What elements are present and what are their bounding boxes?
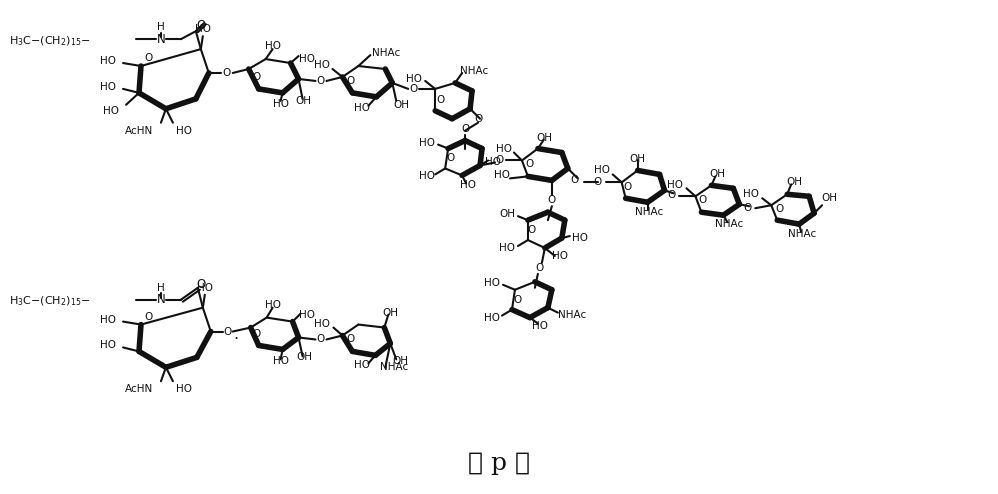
Text: HO: HO xyxy=(298,310,314,320)
Text: HO: HO xyxy=(100,315,116,325)
Text: OH: OH xyxy=(786,177,802,187)
Text: O: O xyxy=(197,19,206,32)
Text: HO: HO xyxy=(272,356,288,367)
Text: O: O xyxy=(346,76,354,86)
Text: HO: HO xyxy=(197,283,213,293)
Text: HO: HO xyxy=(532,321,548,330)
Text: HO: HO xyxy=(494,170,510,180)
Text: HO: HO xyxy=(100,340,116,350)
Text: OH: OH xyxy=(295,96,311,106)
Text: O: O xyxy=(496,156,504,165)
Text: HO: HO xyxy=(484,313,500,323)
Text: HO: HO xyxy=(668,180,684,190)
Text: OH: OH xyxy=(710,169,726,179)
Text: O: O xyxy=(528,225,536,235)
Text: NHAc: NHAc xyxy=(460,66,488,76)
Text: O: O xyxy=(744,203,751,213)
Text: HO: HO xyxy=(419,171,435,181)
Text: HO: HO xyxy=(100,82,116,92)
Text: H$_3$C$-$(CH$_2$)$_{15}$$-$: H$_3$C$-$(CH$_2$)$_{15}$$-$ xyxy=(9,35,91,48)
Text: HO: HO xyxy=(176,384,192,394)
Text: HO: HO xyxy=(354,103,370,113)
Text: O: O xyxy=(536,263,544,273)
Text: HO: HO xyxy=(264,41,280,51)
Text: NHAc: NHAc xyxy=(716,219,744,229)
Text: O: O xyxy=(145,53,153,63)
Text: O: O xyxy=(197,278,206,291)
Text: O: O xyxy=(316,334,324,344)
Text: OH: OH xyxy=(382,308,398,318)
Text: NHAc: NHAc xyxy=(558,310,586,320)
Text: （ p ）: （ p ） xyxy=(468,453,530,475)
Text: HO: HO xyxy=(264,300,280,310)
Text: HO: HO xyxy=(419,138,435,148)
Text: HO: HO xyxy=(594,165,610,175)
Text: NHAc: NHAc xyxy=(380,362,408,372)
Text: OH: OH xyxy=(392,356,408,367)
Text: NHAc: NHAc xyxy=(372,48,400,58)
Text: HO: HO xyxy=(103,106,119,116)
Text: O: O xyxy=(446,153,454,163)
Text: H: H xyxy=(157,283,165,293)
Text: HO: HO xyxy=(100,56,116,66)
Text: O: O xyxy=(699,195,707,206)
Text: O: O xyxy=(624,182,632,192)
Text: ·: · xyxy=(234,332,239,347)
Text: O: O xyxy=(474,114,482,124)
Text: H: H xyxy=(157,22,165,32)
Text: AcHN: AcHN xyxy=(125,125,153,136)
Text: OH: OH xyxy=(499,209,515,219)
Text: HO: HO xyxy=(485,158,501,167)
Text: O: O xyxy=(461,124,469,134)
Text: O: O xyxy=(409,84,417,94)
Text: HO: HO xyxy=(552,251,568,261)
Text: O: O xyxy=(252,329,260,338)
Text: HO: HO xyxy=(744,189,759,199)
Text: OH: OH xyxy=(630,154,646,164)
Text: OH: OH xyxy=(821,193,837,203)
Text: O: O xyxy=(571,175,579,185)
Text: OH: OH xyxy=(393,100,409,110)
Text: O: O xyxy=(436,95,444,105)
Text: OH: OH xyxy=(296,352,312,363)
Text: N: N xyxy=(157,293,166,306)
Text: O: O xyxy=(668,190,676,200)
Text: H$_3$C$-$(CH$_2$)$_{15}$$-$: H$_3$C$-$(CH$_2$)$_{15}$$-$ xyxy=(9,295,91,308)
Text: OH: OH xyxy=(537,132,553,143)
Text: HO: HO xyxy=(314,319,330,329)
Text: O: O xyxy=(526,160,534,169)
Text: HO: HO xyxy=(460,180,476,190)
Text: O: O xyxy=(252,72,260,82)
Text: HO: HO xyxy=(406,74,422,84)
Text: O: O xyxy=(514,295,522,305)
Text: O: O xyxy=(316,76,324,86)
Text: HO: HO xyxy=(499,243,515,253)
Text: HO: HO xyxy=(298,54,314,64)
Text: HO: HO xyxy=(176,125,192,136)
Text: AcHN: AcHN xyxy=(125,384,153,394)
Text: NHAc: NHAc xyxy=(636,207,664,217)
Text: O: O xyxy=(145,312,153,322)
Text: O: O xyxy=(224,327,232,336)
Text: O: O xyxy=(775,204,783,214)
Text: O: O xyxy=(594,177,602,187)
Text: NHAc: NHAc xyxy=(788,229,816,239)
Text: HO: HO xyxy=(572,233,588,243)
Text: O: O xyxy=(223,68,231,78)
Text: O: O xyxy=(548,195,556,206)
Text: HO: HO xyxy=(272,99,288,109)
Text: HO: HO xyxy=(496,144,512,154)
Text: HO: HO xyxy=(195,24,211,34)
Text: N: N xyxy=(157,33,166,45)
Text: O: O xyxy=(346,334,354,344)
Text: HO: HO xyxy=(354,360,370,370)
Text: HO: HO xyxy=(484,278,500,288)
Text: HO: HO xyxy=(314,60,330,70)
